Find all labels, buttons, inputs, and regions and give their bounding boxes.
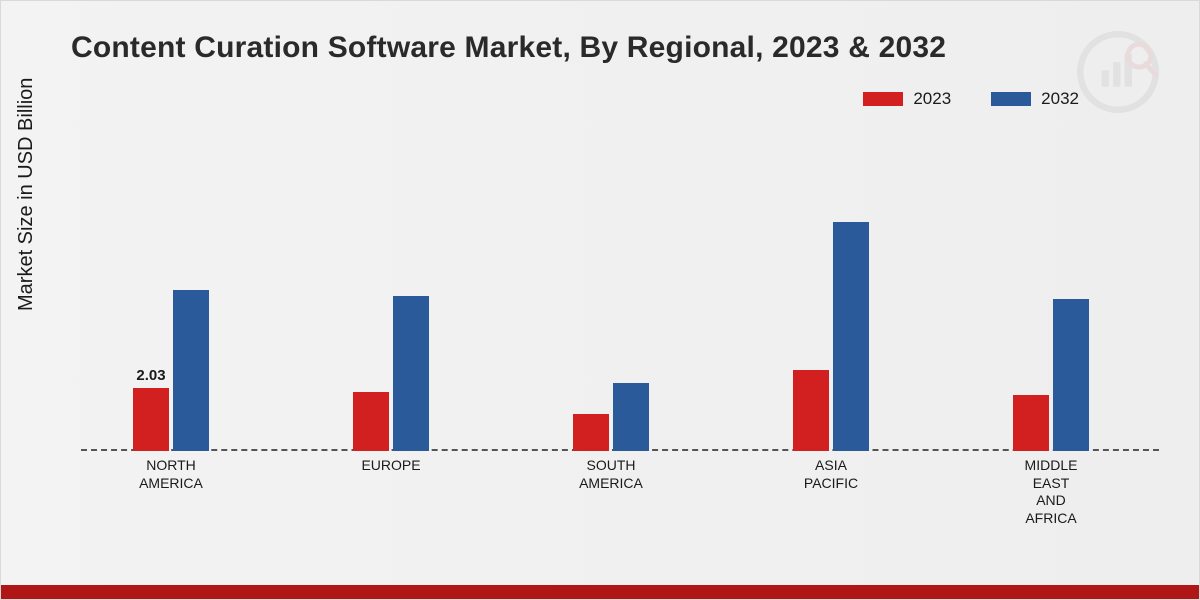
bar-2023-mea (1013, 395, 1049, 451)
x-label-north-america: NORTH AMERICA (111, 457, 231, 492)
legend-label-2032: 2032 (1041, 89, 1079, 109)
chart-canvas: Content Curation Software Market, By Reg… (0, 0, 1200, 600)
bar-2032-mea (1053, 299, 1089, 451)
x-label-europe: EUROPE (331, 457, 451, 475)
x-label-asia-pacific: ASIA PACIFIC (771, 457, 891, 492)
bar-2032-europe (393, 296, 429, 451)
bar-value-label: 2.03 (136, 367, 165, 384)
x-label-south-america: SOUTH AMERICA (551, 457, 671, 492)
legend-swatch-2023 (863, 92, 903, 106)
chart-title: Content Curation Software Market, By Reg… (71, 31, 946, 65)
bar-2023-north-america: 2.03 (133, 388, 169, 451)
bar-2023-south-america (573, 414, 609, 451)
bar-2032-north-america (173, 290, 209, 451)
plot-area: 2.03 (81, 141, 1159, 451)
watermark-logo-icon (1077, 31, 1159, 113)
bar-2023-europe (353, 392, 389, 451)
legend-item-2023: 2023 (863, 89, 951, 109)
bar-group-europe (341, 296, 441, 451)
bar-2032-asia-pacific (833, 222, 869, 451)
bar-group-asia-pacific (781, 222, 881, 451)
bar-group-north-america: 2.03 (121, 290, 221, 451)
legend-item-2032: 2032 (991, 89, 1079, 109)
bar-2023-asia-pacific (793, 370, 829, 451)
y-axis-label: Market Size in USD Billion (15, 78, 38, 311)
x-label-mea: MIDDLE EAST AND AFRICA (991, 457, 1111, 527)
legend-swatch-2032 (991, 92, 1031, 106)
legend-label-2023: 2023 (913, 89, 951, 109)
bar-2032-south-america (613, 383, 649, 451)
bar-group-mea (1001, 299, 1101, 451)
legend: 2023 2032 (863, 89, 1079, 109)
bar-group-south-america (561, 383, 661, 451)
footer-accent-bar (1, 585, 1199, 599)
